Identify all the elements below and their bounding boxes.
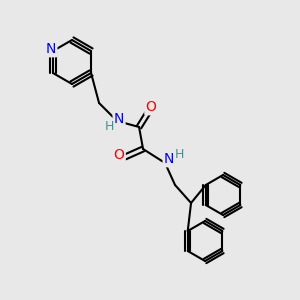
Text: O: O	[146, 100, 157, 114]
Text: N: N	[114, 112, 124, 126]
Text: H: H	[174, 148, 184, 161]
Text: O: O	[114, 148, 124, 162]
Text: H: H	[104, 119, 114, 133]
Text: N: N	[46, 42, 56, 56]
Text: N: N	[164, 152, 174, 166]
